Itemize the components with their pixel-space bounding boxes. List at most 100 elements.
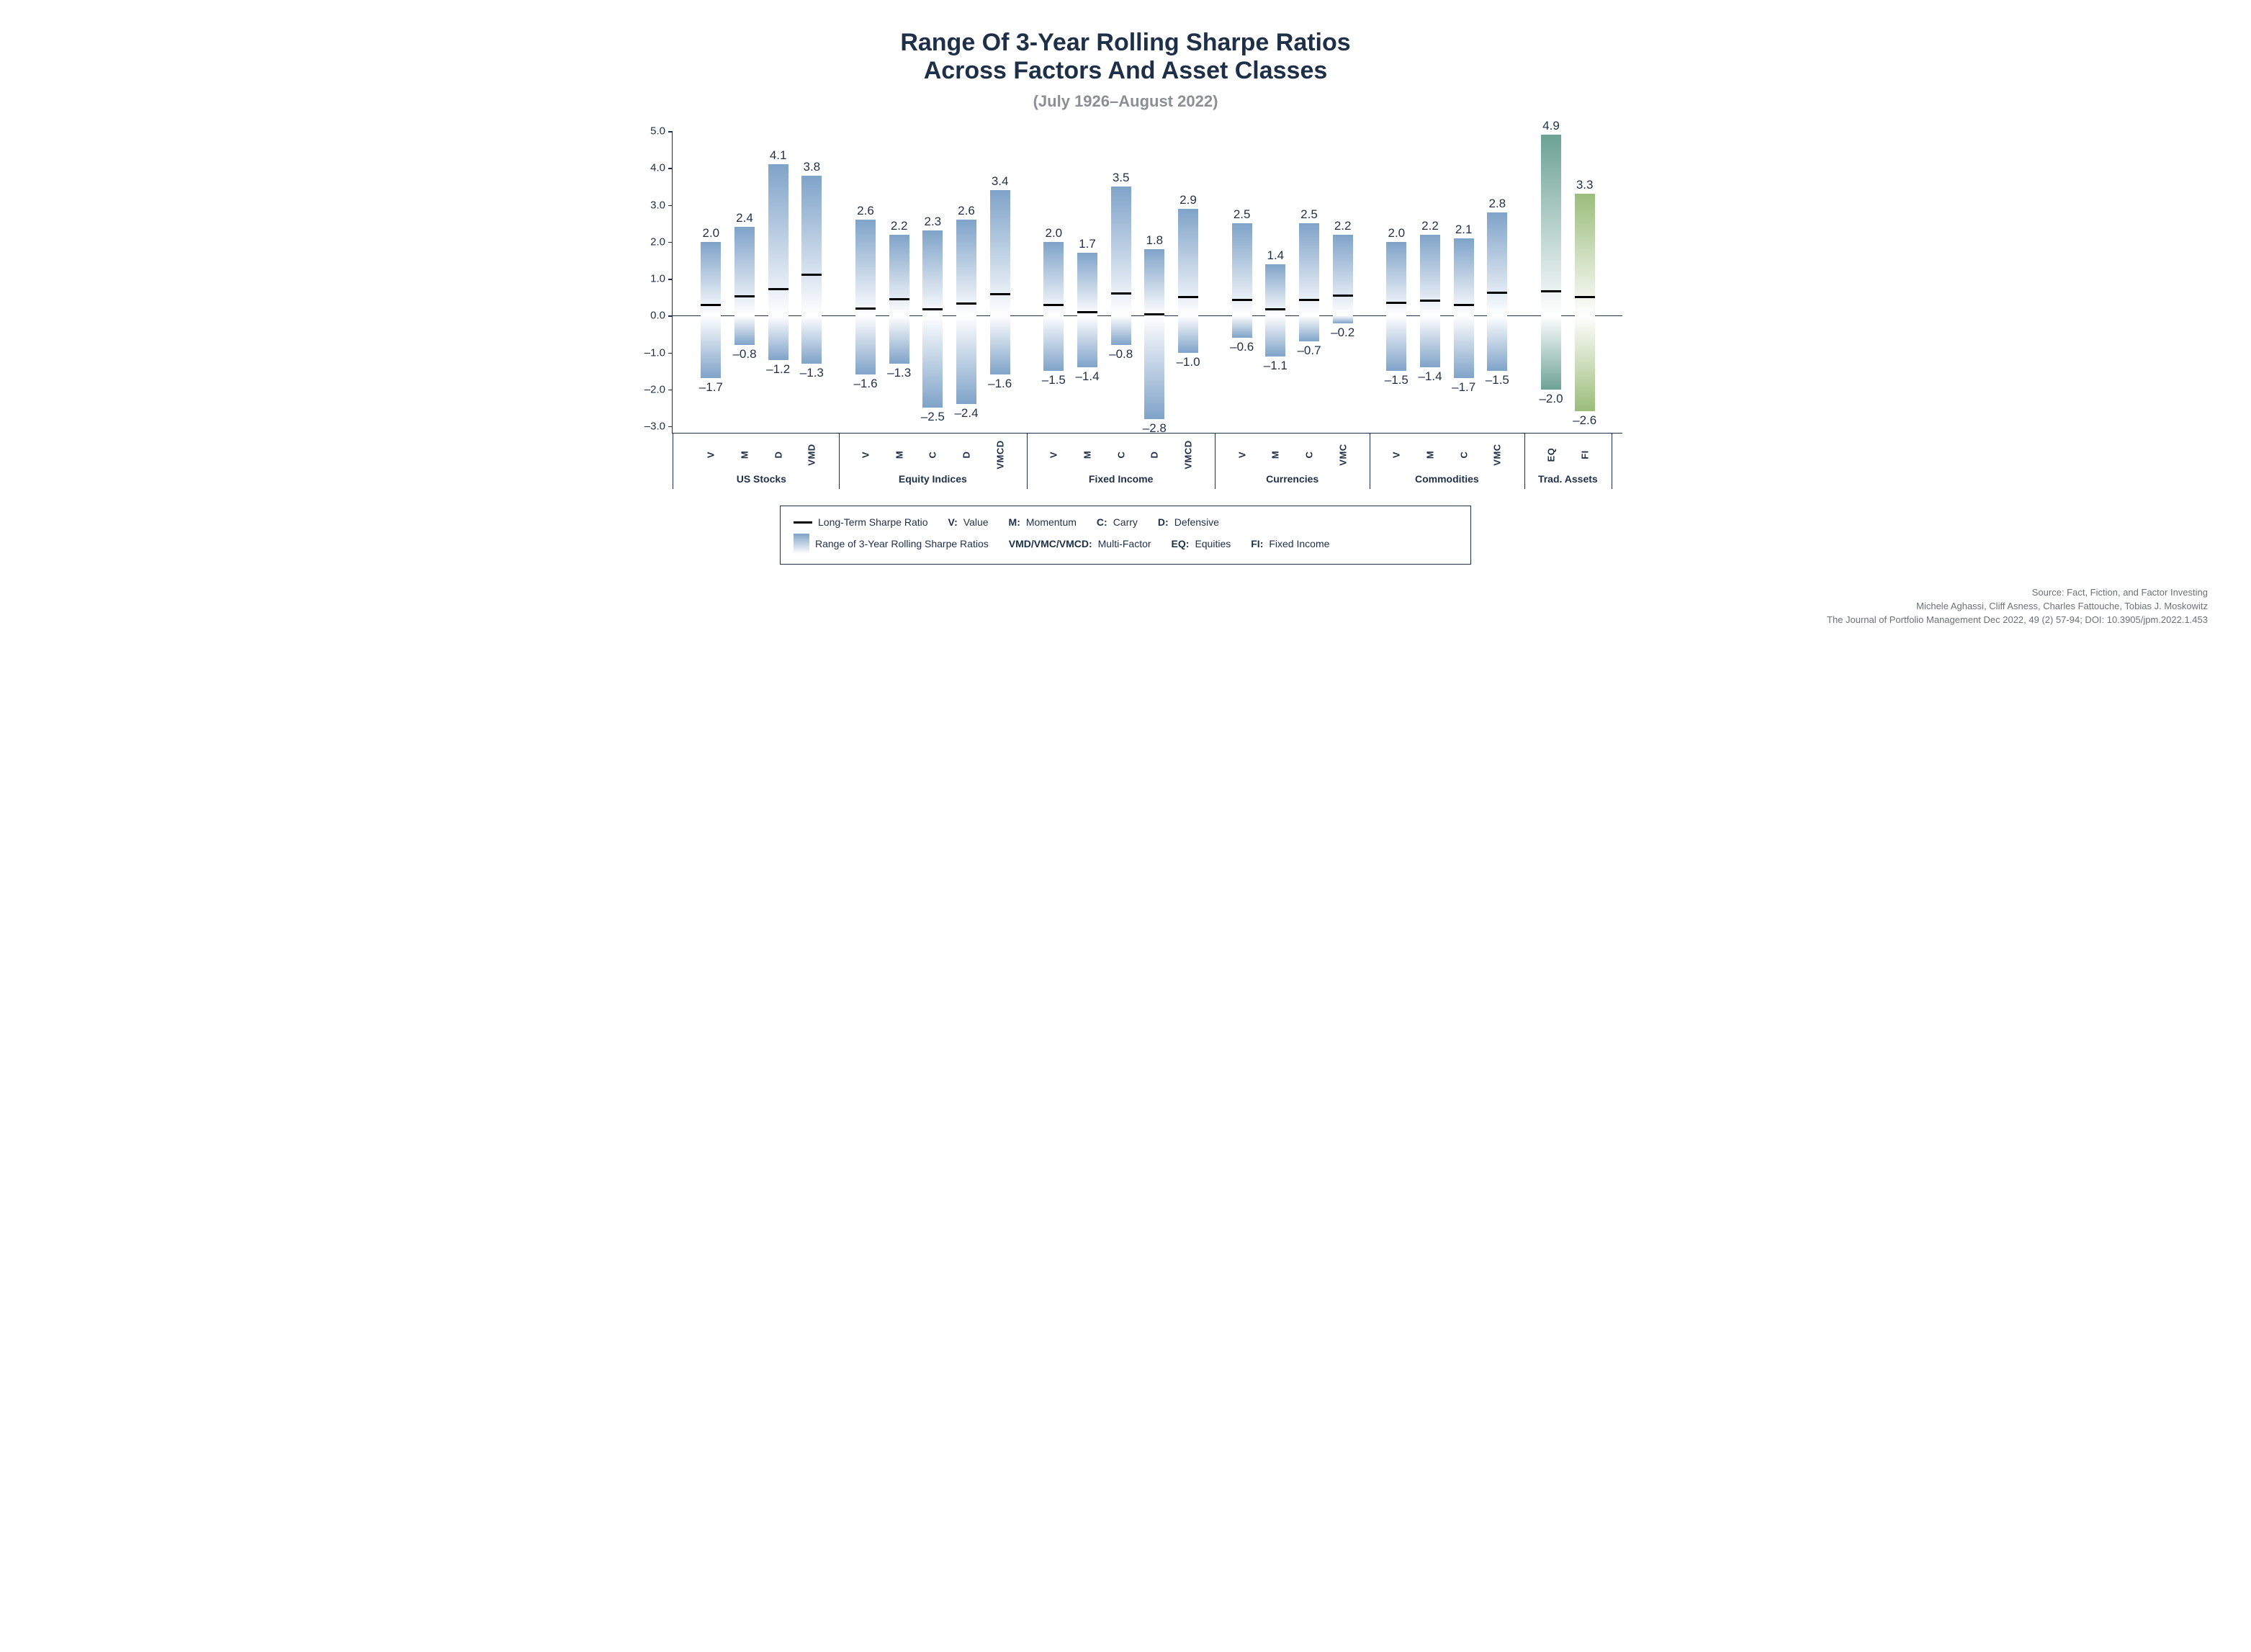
group-label: Fixed Income <box>1089 473 1153 485</box>
category-label: M <box>894 451 904 459</box>
category-label: C <box>1115 452 1126 459</box>
group-label: Currencies <box>1266 473 1318 485</box>
category-label: FI <box>1579 450 1590 459</box>
y-tick-label: –1.0 <box>629 346 665 359</box>
value-label-high: 3.5 <box>1113 171 1130 185</box>
value-label-low: –1.3 <box>800 366 824 380</box>
value-label-low: –1.3 <box>887 366 911 380</box>
value-label-high: 2.5 <box>1300 207 1318 222</box>
legend-box: Long-Term Sharpe RatioV: ValueM: Momentu… <box>780 506 1471 565</box>
y-tick-label: 1.0 <box>629 273 665 285</box>
category-label: V <box>706 452 716 458</box>
chart-container: –3.0–2.0–1.00.01.02.03.04.05.02.0–1.7V2.… <box>629 131 1622 565</box>
sharpe-marker <box>1299 299 1319 301</box>
chart-subtitle: (July 1926–August 2022) <box>43 92 2208 111</box>
value-label-low: –1.4 <box>1075 369 1099 384</box>
range-bar <box>956 131 976 434</box>
value-label-low: –0.8 <box>732 347 756 362</box>
value-label-high: 2.0 <box>1046 226 1063 241</box>
value-label-high: 2.1 <box>1455 223 1473 237</box>
legend-item: FI: Fixed Income <box>1251 538 1329 549</box>
chart-title: Range Of 3-Year Rolling Sharpe Ratios Ac… <box>43 29 2208 85</box>
value-label-high: 2.0 <box>703 226 720 241</box>
sharpe-marker <box>768 288 788 290</box>
group-label: Equity Indices <box>899 473 967 485</box>
sharpe-marker <box>1111 292 1131 295</box>
category-label: V <box>1391 452 1402 458</box>
category-label: M <box>740 451 750 459</box>
category-label: M <box>1425 451 1436 459</box>
range-bar <box>1077 131 1097 434</box>
value-label-high: 2.3 <box>925 215 942 229</box>
sharpe-marker <box>701 304 721 306</box>
sharpe-marker <box>990 293 1010 295</box>
range-bar <box>1232 131 1252 434</box>
value-label-high: 1.8 <box>1146 233 1164 248</box>
sharpe-marker <box>1043 304 1064 306</box>
value-label-low: –1.5 <box>1486 373 1509 387</box>
value-label-high: 3.8 <box>804 160 821 174</box>
value-label-high: 2.9 <box>1180 193 1197 207</box>
sharpe-marker <box>1386 302 1406 304</box>
sharpe-marker <box>889 298 909 300</box>
range-bar <box>889 131 909 434</box>
y-tick-label: 5.0 <box>629 125 665 138</box>
category-label: M <box>1082 451 1093 459</box>
y-tick-label: 2.0 <box>629 235 665 248</box>
value-label-high: 2.6 <box>857 204 874 218</box>
value-label-high: 2.2 <box>1334 219 1352 233</box>
sharpe-marker <box>1420 300 1440 302</box>
range-bar <box>922 131 943 434</box>
category-label: V <box>861 452 871 458</box>
value-label-low: –2.6 <box>1573 413 1596 428</box>
legend-item: Long-Term Sharpe Ratio <box>794 516 928 528</box>
value-label-high: 4.9 <box>1542 119 1560 133</box>
value-label-low: –1.6 <box>853 377 877 391</box>
source-citation: Source: Fact, Fiction, and Factor Invest… <box>43 586 2208 627</box>
group-label: Commodities <box>1415 473 1479 485</box>
category-label: VMC <box>1492 444 1503 465</box>
y-tick-label: –2.0 <box>629 383 665 395</box>
value-label-low: –0.2 <box>1331 326 1354 340</box>
range-bar <box>1144 131 1164 434</box>
category-label: C <box>927 452 938 459</box>
legend-item: V: Value <box>948 516 989 528</box>
value-label-low: –1.1 <box>1264 359 1288 373</box>
sharpe-marker <box>1077 311 1097 313</box>
legend-item: Range of 3-Year Rolling Sharpe Ratios <box>794 534 989 554</box>
category-label: V <box>1236 452 1247 458</box>
sharpe-marker <box>1178 296 1198 298</box>
value-label-low: –0.6 <box>1230 340 1254 354</box>
value-label-high: 3.3 <box>1576 178 1594 192</box>
category-label: VMD <box>807 444 817 465</box>
value-label-high: 1.4 <box>1267 248 1285 263</box>
category-label: D <box>773 452 783 459</box>
value-label-high: 2.6 <box>958 204 975 218</box>
value-label-low: –2.0 <box>1539 392 1563 406</box>
group-label: US Stocks <box>737 473 786 485</box>
value-label-high: 1.7 <box>1079 237 1096 251</box>
category-label: D <box>961 452 972 459</box>
sharpe-marker <box>922 308 943 310</box>
range-bar <box>1265 131 1285 434</box>
category-label: V <box>1048 452 1059 458</box>
value-label-low: –1.5 <box>1042 373 1066 387</box>
value-label-low: –0.7 <box>1297 344 1321 358</box>
y-tick-label: 3.0 <box>629 199 665 211</box>
range-bar <box>1178 131 1198 434</box>
category-label: M <box>1270 451 1281 459</box>
value-label-high: 2.0 <box>1388 226 1406 241</box>
sharpe-marker <box>1144 313 1164 315</box>
range-bar <box>1541 131 1561 434</box>
category-label: EQ <box>1546 448 1557 462</box>
value-label-low: –2.4 <box>954 406 978 421</box>
legend-row: Range of 3-Year Rolling Sharpe RatiosVMD… <box>794 531 1457 557</box>
range-bar <box>768 131 788 434</box>
legend-item: C: Carry <box>1097 516 1138 528</box>
value-label-low: –1.7 <box>699 380 723 395</box>
range-bar <box>1575 131 1595 434</box>
range-bar <box>734 131 755 434</box>
sharpe-marker <box>1454 304 1474 306</box>
value-label-low: –2.5 <box>921 410 945 424</box>
value-label-high: 2.5 <box>1234 207 1251 222</box>
